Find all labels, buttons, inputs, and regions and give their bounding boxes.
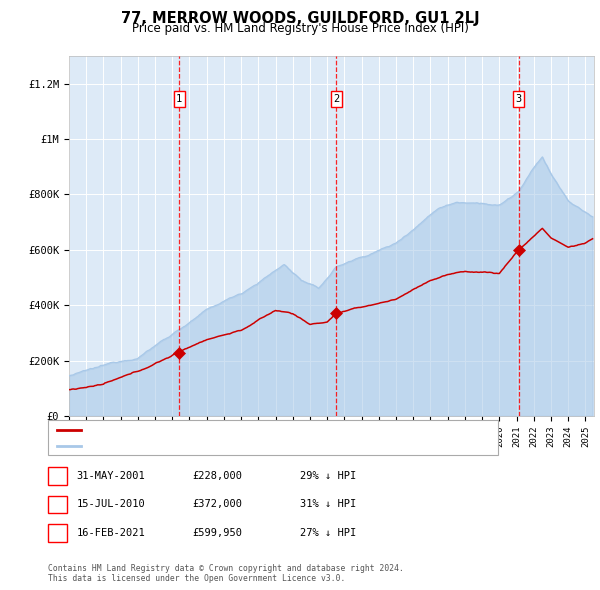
Text: 1: 1 (176, 94, 182, 104)
Text: 2: 2 (55, 500, 61, 509)
Text: 77, MERROW WOODS, GUILDFORD, GU1 2LJ (detached house): 77, MERROW WOODS, GUILDFORD, GU1 2LJ (de… (87, 425, 398, 435)
Text: Price paid vs. HM Land Registry's House Price Index (HPI): Price paid vs. HM Land Registry's House … (131, 22, 469, 35)
Text: 2: 2 (334, 94, 340, 104)
Text: 3: 3 (515, 94, 522, 104)
Text: 27% ↓ HPI: 27% ↓ HPI (300, 528, 356, 537)
Text: £228,000: £228,000 (192, 471, 242, 481)
Text: 1: 1 (55, 471, 61, 481)
Text: HPI: Average price, detached house, Guildford: HPI: Average price, detached house, Guil… (87, 441, 352, 451)
Text: 77, MERROW WOODS, GUILDFORD, GU1 2LJ: 77, MERROW WOODS, GUILDFORD, GU1 2LJ (121, 11, 479, 25)
Text: 29% ↓ HPI: 29% ↓ HPI (300, 471, 356, 481)
Text: 15-JUL-2010: 15-JUL-2010 (77, 500, 146, 509)
Text: 31% ↓ HPI: 31% ↓ HPI (300, 500, 356, 509)
Text: Contains HM Land Registry data © Crown copyright and database right 2024.
This d: Contains HM Land Registry data © Crown c… (48, 563, 404, 583)
Text: £372,000: £372,000 (192, 500, 242, 509)
Text: 16-FEB-2021: 16-FEB-2021 (77, 528, 146, 537)
Text: 3: 3 (55, 528, 61, 537)
Text: 31-MAY-2001: 31-MAY-2001 (77, 471, 146, 481)
Text: £599,950: £599,950 (192, 528, 242, 537)
